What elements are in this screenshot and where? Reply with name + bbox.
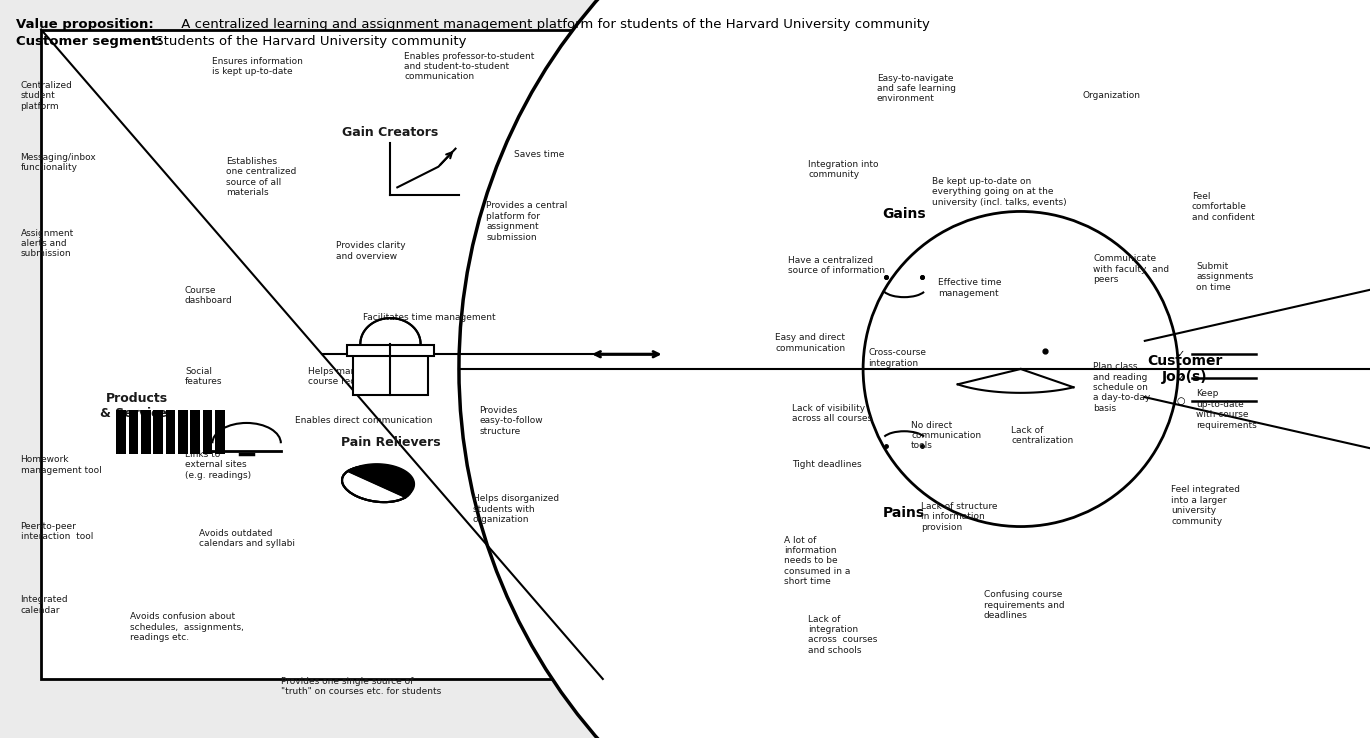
Text: Pain Relievers: Pain Relievers (341, 436, 440, 449)
Text: Organization: Organization (1082, 92, 1140, 100)
Text: Pains: Pains (884, 506, 925, 520)
Text: Products
& Services: Products & Services (100, 392, 174, 420)
Text: Enables direct communication: Enables direct communication (295, 416, 432, 425)
Bar (347, 345, 433, 356)
Bar (153, 410, 163, 455)
Text: Communicate
with faculty  and
peers: Communicate with faculty and peers (1093, 255, 1170, 284)
Text: Integrated
calendar: Integrated calendar (21, 596, 68, 615)
Text: Lack of
integration
across  courses
and schools: Lack of integration across courses and s… (808, 615, 878, 655)
Text: Messaging/inbox
functionality: Messaging/inbox functionality (21, 153, 96, 172)
Polygon shape (348, 464, 414, 497)
Text: A centralized learning and assignment management platform for students of the Ha: A centralized learning and assignment ma… (177, 18, 930, 32)
Bar (116, 410, 126, 455)
Text: No direct
communication
tools: No direct communication tools (911, 421, 981, 450)
Text: Gain Creators: Gain Creators (342, 126, 438, 139)
Text: Homework
management tool: Homework management tool (21, 455, 101, 475)
Text: Gains: Gains (882, 207, 926, 221)
Text: Helps manage several
course requirements: Helps manage several course requirements (308, 367, 410, 386)
Bar (166, 410, 175, 455)
Text: Effective time
management: Effective time management (938, 278, 1001, 297)
Text: Peer-to-peer
interaction  tool: Peer-to-peer interaction tool (21, 522, 93, 541)
Text: Confusing course
requirements and
deadlines: Confusing course requirements and deadli… (984, 590, 1064, 620)
Text: Avoids confusion about
schedules,  assignments,
readings etc.: Avoids confusion about schedules, assign… (130, 613, 244, 642)
Text: Course
dashboard: Course dashboard (185, 286, 233, 305)
Text: ✓: ✓ (1177, 373, 1185, 383)
Bar (203, 410, 212, 455)
Text: Lack of
centralization: Lack of centralization (1011, 426, 1073, 445)
Bar (41, 30, 603, 679)
Text: Provides one single source of
"truth" on courses etc. for students: Provides one single source of "truth" on… (281, 677, 441, 696)
Text: Easy-to-navigate
and safe learning
environment: Easy-to-navigate and safe learning envir… (877, 74, 956, 103)
Bar (129, 410, 138, 455)
Text: Avoids outdated
calendars and syllabi: Avoids outdated calendars and syllabi (199, 529, 295, 548)
Text: Establishes
one centralized
source of all
materials: Establishes one centralized source of al… (226, 157, 296, 197)
Text: Lack of structure
in information
provision: Lack of structure in information provisi… (921, 502, 997, 531)
Text: Easy and direct
communication: Easy and direct communication (775, 334, 845, 353)
Text: Feel integrated
into a larger
university
community: Feel integrated into a larger university… (1171, 486, 1240, 525)
Text: Enables professor-to-student
and student-to-student
communication: Enables professor-to-student and student… (404, 52, 534, 81)
Text: Students of the Harvard University community: Students of the Harvard University commu… (151, 35, 466, 49)
Text: Lack of visibility
across all courses: Lack of visibility across all courses (792, 404, 871, 423)
Text: Customer segment:: Customer segment: (16, 35, 163, 49)
Text: Ensures information
is kept up-to-date: Ensures information is kept up-to-date (212, 57, 303, 76)
Text: Keep
up-to-date
with course
requirements: Keep up-to-date with course requirements (1196, 390, 1256, 430)
Text: A lot of
information
needs to be
consumed in a
short time: A lot of information needs to be consume… (784, 536, 849, 586)
Text: Facilitates time management: Facilitates time management (363, 313, 496, 322)
Text: Links to
external sites
(e.g. readings): Links to external sites (e.g. readings) (185, 450, 251, 480)
Text: Centralized
student
platform: Centralized student platform (21, 81, 73, 111)
Ellipse shape (459, 0, 1370, 738)
Ellipse shape (863, 212, 1178, 526)
Text: Be kept up-to-date on
everything going on at the
university (incl. talks, events: Be kept up-to-date on everything going o… (932, 177, 1066, 207)
Text: ✓: ✓ (1177, 349, 1185, 359)
Text: Social
features: Social features (185, 367, 222, 386)
Text: Helps disorganized
students with
organization: Helps disorganized students with organiz… (473, 494, 559, 524)
Text: Provides
easy-to-follow
structure: Provides easy-to-follow structure (479, 406, 543, 435)
Text: Submit
assignments
on time: Submit assignments on time (1196, 262, 1254, 292)
Bar (178, 410, 188, 455)
Text: Saves time: Saves time (514, 151, 564, 159)
Text: Cross-course
integration: Cross-course integration (869, 348, 926, 368)
Text: ○: ○ (1177, 396, 1185, 407)
Text: Feel
comfortable
and confident: Feel comfortable and confident (1192, 192, 1255, 221)
Bar (215, 410, 225, 455)
Text: Integration into
community: Integration into community (808, 160, 878, 179)
Bar (190, 410, 200, 455)
Text: Provides clarity
and overview: Provides clarity and overview (336, 241, 406, 261)
Text: Tight deadlines: Tight deadlines (792, 461, 862, 469)
Text: Have a centralized
source of information: Have a centralized source of information (788, 256, 885, 275)
Polygon shape (342, 466, 411, 502)
Text: Assignment
alerts and
submission: Assignment alerts and submission (21, 229, 74, 258)
Text: Plan class
and reading
schedule on
a day-to-day
basis: Plan class and reading schedule on a day… (1093, 362, 1151, 413)
Bar (141, 410, 151, 455)
Text: Customer
Job(s): Customer Job(s) (1147, 354, 1223, 384)
Text: Value proposition:: Value proposition: (16, 18, 155, 32)
Text: Provides a central
platform for
assignment
submission: Provides a central platform for assignme… (486, 201, 567, 241)
Bar (352, 354, 427, 395)
Ellipse shape (342, 466, 411, 502)
